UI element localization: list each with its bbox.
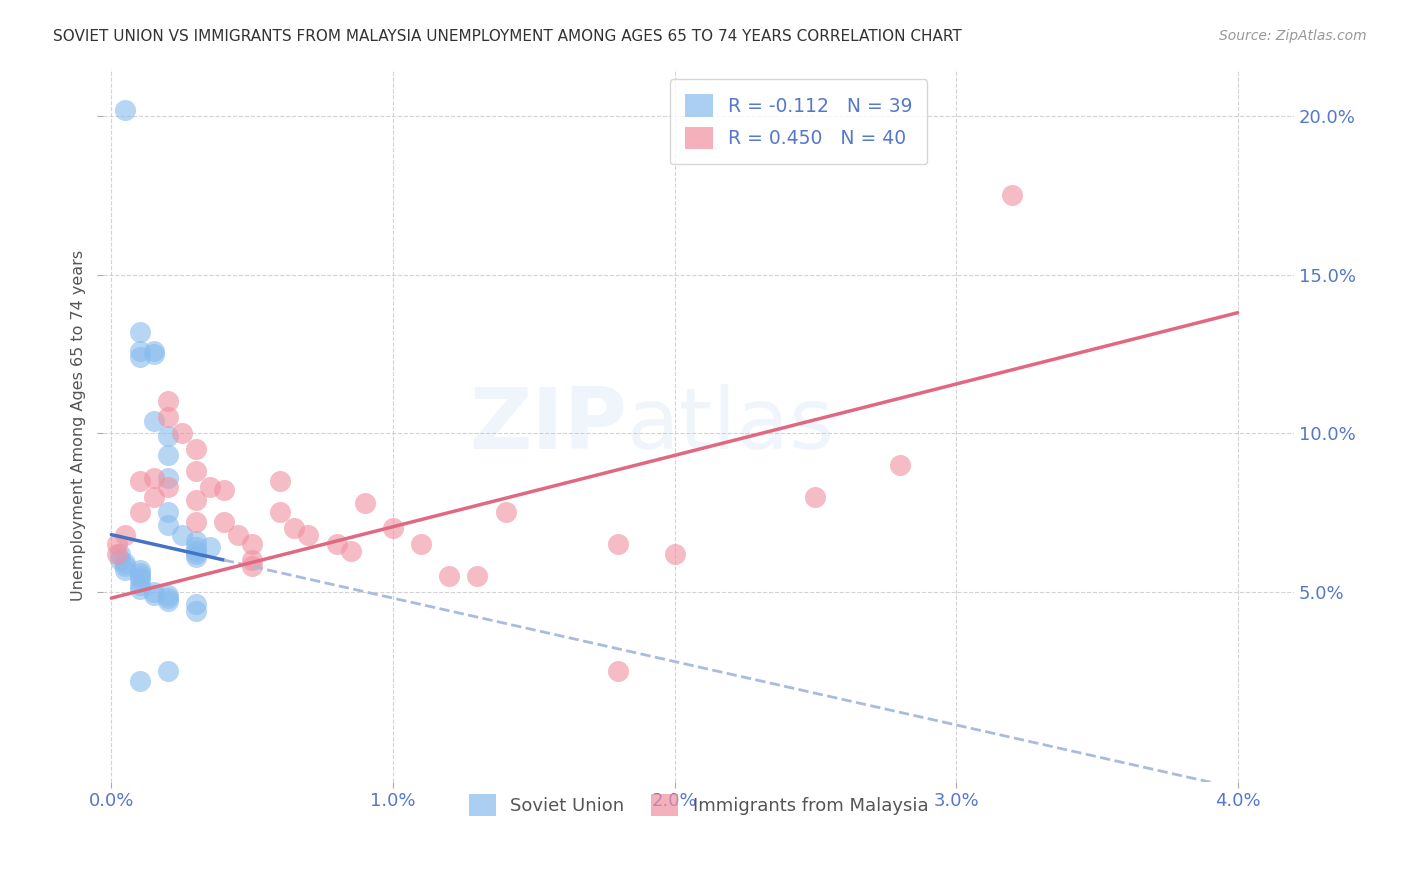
Point <box>108 553 131 567</box>
Point <box>240 559 263 574</box>
Point <box>339 543 361 558</box>
Point <box>156 449 179 463</box>
Point <box>128 563 150 577</box>
Point <box>170 527 193 541</box>
Point <box>184 543 207 558</box>
Y-axis label: Unemployment Among Ages 65 to 74 years: Unemployment Among Ages 65 to 74 years <box>72 250 86 601</box>
Point <box>495 506 517 520</box>
Point <box>128 673 150 688</box>
Point <box>156 410 179 425</box>
Point <box>184 534 207 549</box>
Point <box>128 474 150 488</box>
Point <box>409 537 432 551</box>
Point <box>325 537 347 551</box>
Point <box>156 588 179 602</box>
Point <box>283 521 305 535</box>
Point <box>128 569 150 583</box>
Point <box>381 521 404 535</box>
Point <box>226 527 249 541</box>
Point <box>184 547 207 561</box>
Text: Source: ZipAtlas.com: Source: ZipAtlas.com <box>1219 29 1367 43</box>
Point <box>114 527 136 541</box>
Point <box>128 578 150 592</box>
Point <box>198 480 221 494</box>
Point <box>142 584 165 599</box>
Point <box>269 474 291 488</box>
Point <box>212 483 235 498</box>
Point <box>269 506 291 520</box>
Point <box>114 559 136 574</box>
Point <box>664 547 686 561</box>
Point <box>142 343 165 358</box>
Point <box>156 591 179 606</box>
Point <box>607 537 630 551</box>
Point <box>105 547 128 561</box>
Point <box>889 458 911 472</box>
Point <box>142 470 165 484</box>
Point <box>142 413 165 427</box>
Point <box>128 350 150 364</box>
Point <box>156 429 179 443</box>
Point <box>156 394 179 409</box>
Point <box>128 582 150 596</box>
Point <box>198 541 221 555</box>
Point <box>240 553 263 567</box>
Point <box>128 506 150 520</box>
Point <box>184 604 207 618</box>
Point <box>184 442 207 456</box>
Point <box>142 490 165 504</box>
Point <box>170 426 193 441</box>
Point <box>353 496 375 510</box>
Point <box>114 103 136 117</box>
Point <box>467 569 489 583</box>
Point <box>240 537 263 551</box>
Point <box>128 343 150 358</box>
Point <box>1001 188 1024 202</box>
Point <box>105 537 128 551</box>
Point <box>156 506 179 520</box>
Point <box>184 464 207 478</box>
Point <box>184 598 207 612</box>
Point <box>156 470 179 484</box>
Point <box>156 664 179 678</box>
Point <box>128 566 150 580</box>
Point <box>184 541 207 555</box>
Text: ZIP: ZIP <box>470 384 627 467</box>
Text: atlas: atlas <box>627 384 835 467</box>
Point <box>804 490 827 504</box>
Point <box>108 547 131 561</box>
Point <box>184 492 207 507</box>
Point <box>142 588 165 602</box>
Point <box>156 518 179 533</box>
Point <box>114 563 136 577</box>
Point <box>156 594 179 608</box>
Point <box>297 527 319 541</box>
Point <box>184 515 207 529</box>
Point <box>128 325 150 339</box>
Point <box>114 556 136 570</box>
Point <box>607 664 630 678</box>
Point <box>212 515 235 529</box>
Point <box>142 347 165 361</box>
Point <box>184 549 207 564</box>
Point <box>156 480 179 494</box>
Text: SOVIET UNION VS IMMIGRANTS FROM MALAYSIA UNEMPLOYMENT AMONG AGES 65 TO 74 YEARS : SOVIET UNION VS IMMIGRANTS FROM MALAYSIA… <box>53 29 962 44</box>
Point <box>128 572 150 586</box>
Legend: Soviet Union, Immigrants from Malaysia: Soviet Union, Immigrants from Malaysia <box>454 779 943 830</box>
Point <box>439 569 461 583</box>
